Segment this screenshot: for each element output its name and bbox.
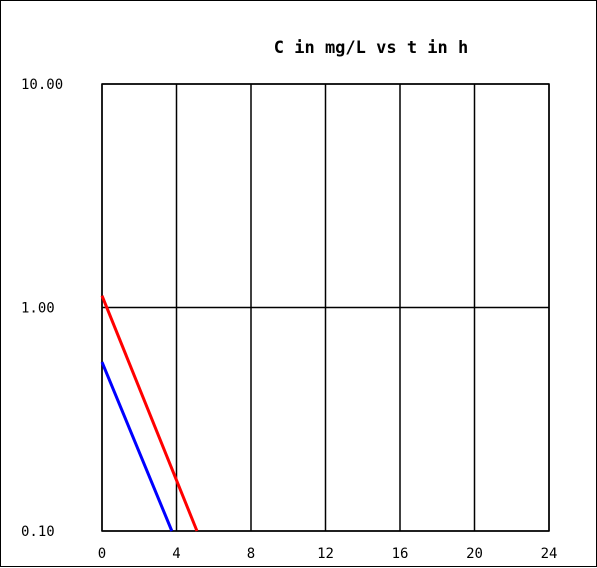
x-tick-label: 12	[317, 546, 334, 562]
series-line-1	[100, 361, 174, 532]
x-axis-ticks: 0 4 8 12 16 20 24	[98, 546, 558, 562]
series-line-0	[100, 295, 199, 532]
x-tick-label: 20	[466, 546, 483, 562]
x-tick-label: 0	[98, 546, 106, 562]
y-axis-ticks: 0.10 1.00 10.00	[21, 77, 63, 540]
y-tick-label: 1.00	[21, 301, 55, 317]
chart-title: C in mg/L vs t in h	[274, 38, 468, 58]
x-tick-label: 24	[541, 546, 558, 562]
y-tick-label: 0.10	[21, 524, 55, 540]
plot-border	[101, 83, 550, 532]
y-tick-label: 10.00	[21, 77, 63, 93]
x-tick-label: 4	[172, 546, 180, 562]
chart-grid	[101, 83, 550, 532]
x-tick-label: 16	[392, 546, 409, 562]
chart-series	[100, 295, 199, 532]
x-tick-label: 8	[247, 546, 255, 562]
